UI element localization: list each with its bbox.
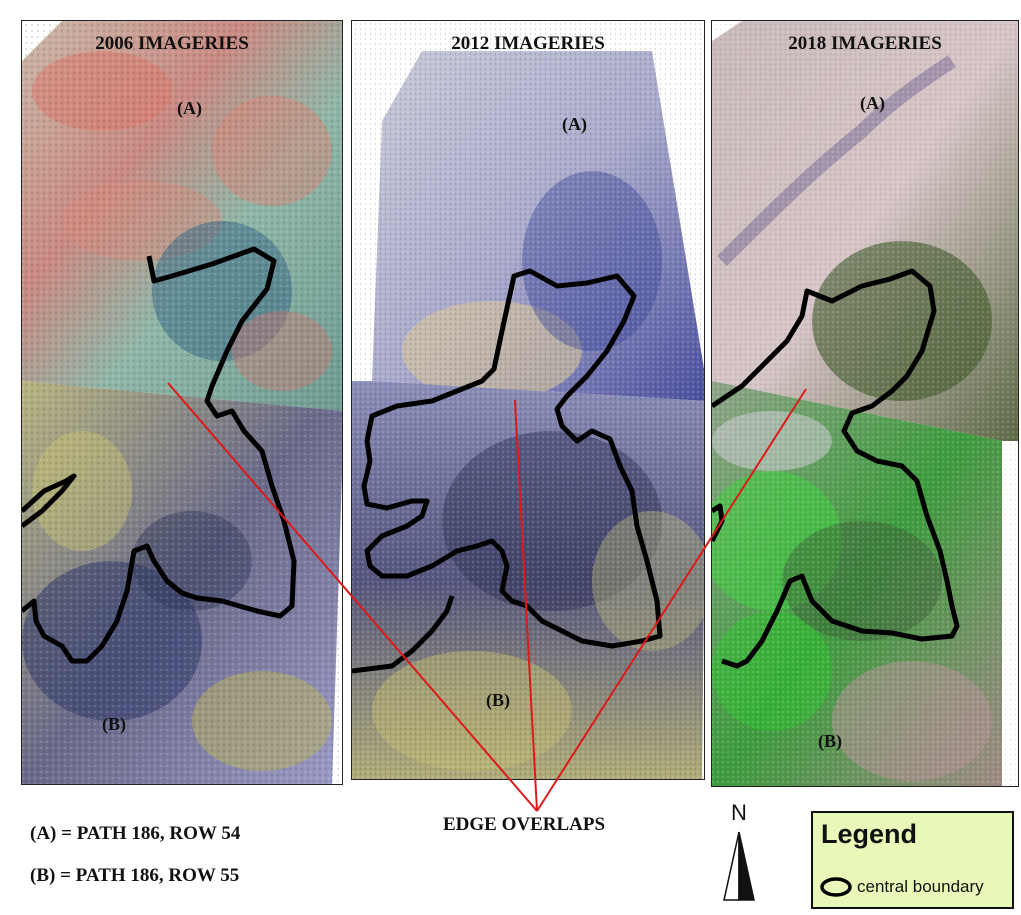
panel-title: 2018 IMAGERIES <box>788 33 942 54</box>
scene-label-a: (A) <box>177 98 202 118</box>
path-a-caption: (A) = PATH 186, ROW 54 <box>30 823 241 844</box>
satellite-image-2006 <box>22 21 342 784</box>
overlap-line-2018 <box>536 388 807 812</box>
map-panel-2018: 2018 IMAGERIES (A) (B) <box>711 20 1019 787</box>
scene-label-a: (A) <box>860 93 885 113</box>
overlap-line-2012 <box>514 399 538 812</box>
edge-overlaps-label: EDGE OVERLAPS <box>443 814 606 835</box>
boundary-symbol-icon <box>820 877 852 897</box>
scene-label-b: (B) <box>818 731 842 751</box>
scene-label-a: (A) <box>562 114 587 134</box>
overlap-line-2006 <box>167 382 538 812</box>
legend-item-central-boundary: central boundary <box>819 875 984 899</box>
legend-title: Legend <box>821 819 918 849</box>
path-b-caption: (B) = PATH 186, ROW 55 <box>30 865 240 886</box>
legend-box: Legend central boundary <box>811 811 1014 909</box>
scene-label-b: (B) <box>102 714 126 734</box>
satellite-image-2012 <box>352 21 704 779</box>
map-panel-2006: 2006 IMAGERIES (A) (B) <box>21 20 343 785</box>
map-panel-2012: 2012 IMAGERIES (A) (B) <box>351 20 705 780</box>
legend-item-label: central boundary <box>857 877 984 896</box>
panel-title: 2012 IMAGERIES <box>451 33 605 54</box>
panel-title: 2006 IMAGERIES <box>95 33 249 54</box>
north-arrow-icon <box>723 831 755 901</box>
satellite-image-2018 <box>712 21 1018 786</box>
north-arrow: N <box>722 800 756 908</box>
scene-label-b: (B) <box>486 690 510 710</box>
north-letter: N <box>731 800 747 825</box>
